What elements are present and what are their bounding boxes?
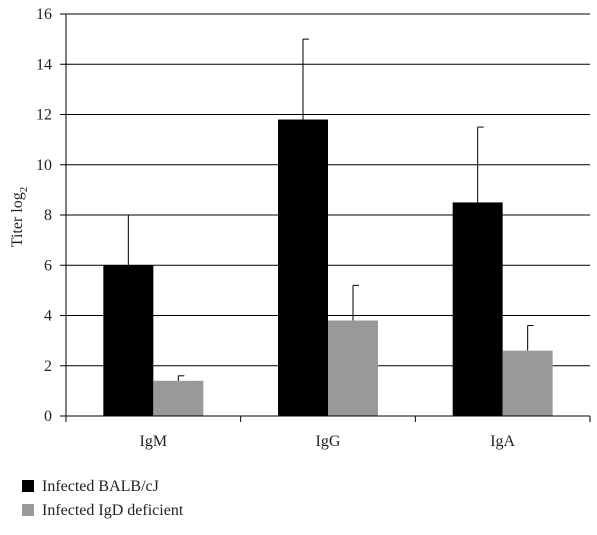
y-tick-label-4: 4 <box>44 308 52 325</box>
x-category-label-igm: IgM <box>140 433 168 450</box>
legend-swatch-1 <box>22 480 34 492</box>
y-axis-label: Titer log2 <box>9 187 30 247</box>
bar-igg-series-2 <box>328 320 378 416</box>
y-tick-labels: 0 2 4 6 8 10 12 14 16 <box>36 6 66 425</box>
y-axis-label-main: Titer log <box>9 192 26 247</box>
x-category-label-iga: IgA <box>490 433 515 450</box>
legend: Infected BALB/cJ Infected IgD deficient <box>22 478 184 519</box>
bar-iga-series-2 <box>502 350 553 416</box>
x-category-label-igg: IgG <box>316 433 341 450</box>
y-tick-label-12: 12 <box>36 107 52 124</box>
x-category-labels: IgM IgG IgA <box>65 416 591 450</box>
y-tick-label-8: 8 <box>44 207 52 224</box>
bars <box>103 119 553 417</box>
y-tick-label-14: 14 <box>36 56 52 73</box>
bar-igm-series-2 <box>153 380 204 416</box>
y-tick-label-0: 0 <box>44 408 52 425</box>
legend-swatch-2 <box>22 504 34 516</box>
y-tick-label-6: 6 <box>44 257 52 274</box>
y-tick-label-10: 10 <box>36 157 52 174</box>
error-bars <box>127 38 534 381</box>
y-tick-label-16: 16 <box>36 6 52 23</box>
bar-igm-series-1 <box>103 265 154 416</box>
y-axis-label-subscript: 2 <box>18 187 30 193</box>
legend-label-2: Infected IgD deficient <box>42 502 184 519</box>
bar-iga-series-1 <box>452 202 503 416</box>
legend-label-1: Infected BALB/cJ <box>42 478 159 495</box>
y-tick-label-2: 2 <box>44 358 52 375</box>
bar-igg-series-1 <box>278 119 328 417</box>
